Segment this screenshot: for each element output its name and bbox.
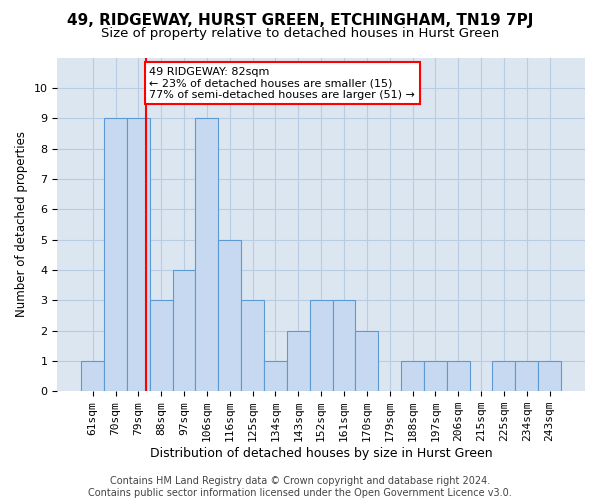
Bar (196, 118, 218, 391)
Bar (218, 240, 241, 391)
Bar (447, 361, 470, 391)
Bar (355, 330, 378, 391)
Bar (264, 361, 287, 391)
Bar (81, 361, 104, 391)
Text: 49 RIDGEWAY: 82sqm
← 23% of detached houses are smaller (15)
77% of semi-detache: 49 RIDGEWAY: 82sqm ← 23% of detached hou… (149, 66, 415, 100)
Bar (538, 361, 561, 391)
X-axis label: Distribution of detached houses by size in Hurst Green: Distribution of detached houses by size … (150, 447, 493, 460)
Bar (150, 300, 173, 391)
Bar (493, 361, 515, 391)
Bar (241, 300, 264, 391)
Bar (104, 118, 127, 391)
Bar (332, 300, 355, 391)
Y-axis label: Number of detached properties: Number of detached properties (15, 132, 28, 318)
Text: Size of property relative to detached houses in Hurst Green: Size of property relative to detached ho… (101, 28, 499, 40)
Bar (310, 300, 332, 391)
Bar (127, 118, 150, 391)
Bar (515, 361, 538, 391)
Bar (401, 361, 424, 391)
Bar (287, 330, 310, 391)
Text: 49, RIDGEWAY, HURST GREEN, ETCHINGHAM, TN19 7PJ: 49, RIDGEWAY, HURST GREEN, ETCHINGHAM, T… (67, 12, 533, 28)
Bar (173, 270, 196, 391)
Bar (424, 361, 447, 391)
Text: Contains HM Land Registry data © Crown copyright and database right 2024.
Contai: Contains HM Land Registry data © Crown c… (88, 476, 512, 498)
